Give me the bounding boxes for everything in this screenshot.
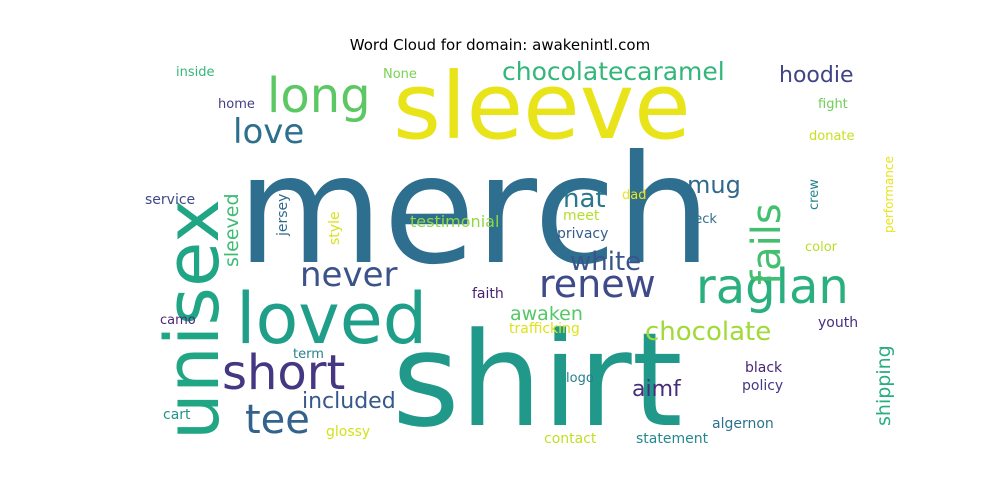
word-long: long	[267, 68, 371, 124]
word-style: style	[327, 211, 343, 245]
word-dad: dad	[622, 188, 646, 203]
word-unisex: unisex	[150, 199, 236, 440]
word-merch: merch	[237, 124, 711, 298]
word-shipping: shipping	[873, 345, 895, 426]
word-sleeve: sleeve	[393, 53, 691, 160]
word-raglan: raglan	[696, 259, 849, 315]
word-meet: meet	[563, 208, 600, 224]
word-hoodie: hoodie	[779, 63, 853, 88]
word-term: term	[293, 347, 324, 362]
word-black: black	[745, 360, 783, 376]
word-fails: fails	[744, 203, 790, 285]
word-contact: contact	[544, 431, 597, 447]
word-love: love	[233, 112, 304, 152]
word-chocolate: chocolate	[645, 317, 771, 347]
word-trafficking: trafficking	[509, 321, 580, 337]
word-jersey: jersey	[275, 194, 291, 237]
word-renew: renew	[539, 262, 656, 306]
word-mug: mug	[687, 171, 741, 199]
word-short: short	[222, 345, 345, 401]
word-home: home	[218, 97, 255, 112]
word-loved: loved	[236, 278, 427, 360]
word-crew: crew	[807, 179, 822, 210]
word-algernon: algernon	[712, 416, 774, 432]
word-fight: fight	[818, 97, 848, 112]
word-inside: inside	[176, 65, 215, 80]
word-testimonial: testimonial	[410, 212, 499, 231]
word-statement: statement	[636, 431, 709, 447]
word-privacy: privacy	[557, 226, 608, 242]
word-none: None	[383, 67, 417, 82]
word-white: white	[570, 247, 641, 277]
word-included: included	[302, 389, 396, 414]
word-color: color	[805, 240, 838, 255]
word-sleeved: sleeved	[221, 193, 243, 267]
word-service: service	[145, 192, 195, 208]
word-glossy: glossy	[326, 424, 370, 440]
word-awaken: awaken	[510, 303, 583, 325]
word-aimf: aimf	[632, 377, 682, 402]
word-donate: donate	[809, 129, 855, 144]
word-logo: logo	[566, 371, 594, 386]
word-camo: camo	[160, 313, 196, 328]
word-neck: neck	[686, 212, 717, 227]
word-tee: tee	[245, 397, 310, 443]
word-youth: youth	[818, 315, 858, 331]
chart-title: Word Cloud for domain: awakenintl.com	[349, 36, 651, 54]
word-policy: policy	[742, 378, 783, 394]
word-hat: hat	[563, 184, 606, 214]
word-never: never	[300, 255, 398, 295]
word-cart: cart	[163, 407, 191, 423]
word-faith: faith	[472, 286, 504, 302]
word-chocolatecaramel: chocolatecaramel	[502, 57, 725, 86]
word-performance: performance	[882, 156, 896, 233]
word-shirt: shirt	[392, 304, 683, 456]
